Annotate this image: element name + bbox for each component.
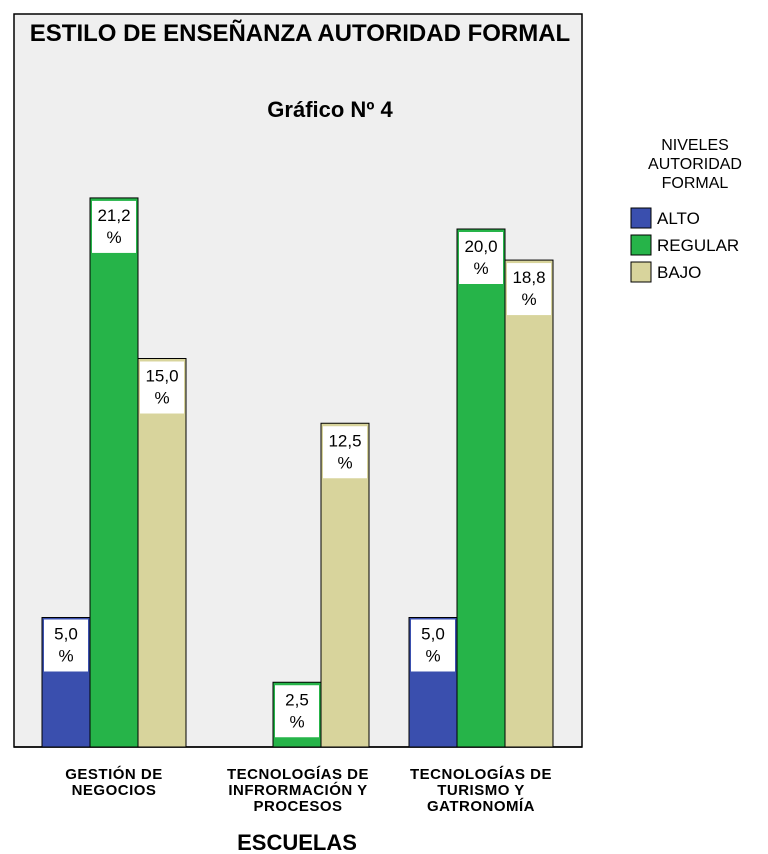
data-label-regular-2-line1: % — [473, 259, 488, 278]
legend-swatch-regular — [630, 234, 652, 256]
data-labels-group: 5,0% 5,0% 21,2% 2,5% 20,0% 15,0% 12,5% 18,8% — [44, 200, 551, 738]
bar-regular-2 — [456, 228, 506, 748]
x-tick-label-1-line0: TECNOLOGÍAS DE — [227, 766, 369, 783]
legend-label-alto: ALTO — [657, 209, 700, 228]
x-tick-label-1-line2: PROCESOS — [253, 798, 342, 815]
data-label-box-bajo-2 — [507, 263, 551, 316]
data-label-box-regular-1 — [275, 685, 319, 738]
data-label-alto-2-line1: % — [425, 647, 440, 666]
data-label-regular-1-line1: % — [289, 712, 304, 731]
data-label-box-bajo-1 — [323, 426, 367, 479]
legend-swatch-alto — [630, 207, 652, 229]
data-label-bajo-0-line1: % — [154, 389, 169, 408]
data-label-bajo-2-line0: 18,8 — [512, 268, 545, 287]
legend-title-line1: AUTORIDAD — [648, 156, 742, 173]
data-label-box-regular-2 — [459, 232, 503, 284]
data-label-bajo-1-line0: 12,5 — [328, 431, 361, 450]
data-label-box-alto-0 — [44, 619, 88, 672]
data-label-box-bajo-0 — [140, 361, 184, 414]
x-tick-label-0-line1: NEGOCIOS — [72, 782, 157, 799]
x-tick-label-2-line0: TECNOLOGÍAS DE — [410, 766, 552, 783]
x-tick-label-1-line1: INFRORMACIÓN Y — [228, 781, 367, 799]
data-label-regular-1-line0: 2,5 — [285, 690, 309, 709]
chart-title: ESTILO DE ENSEÑANZA AUTORIDAD FORMAL — [30, 19, 570, 47]
data-label-alto-0-line0: 5,0 — [54, 625, 78, 644]
legend-title-line2: FORMAL — [662, 175, 729, 192]
data-label-regular-0-line1: % — [106, 228, 121, 247]
data-label-alto-2-line0: 5,0 — [421, 625, 445, 644]
data-label-bajo-0-line0: 15,0 — [145, 367, 178, 386]
bar-bajo-2 — [504, 259, 554, 748]
bar-regular-0 — [89, 197, 139, 748]
data-label-bajo-2-line1: % — [521, 290, 536, 309]
legend-label-regular: REGULAR — [657, 236, 739, 255]
x-tick-label-2-line1: TURISMO Y — [437, 782, 525, 799]
legend-label-bajo: BAJO — [657, 263, 701, 282]
data-label-box-alto-2 — [411, 619, 455, 672]
legend-swatch-bajo — [630, 261, 652, 283]
x-tick-label-0-line0: GESTIÓN DE — [65, 765, 163, 783]
data-label-box-regular-0 — [92, 200, 136, 253]
data-label-bajo-1-line1: % — [337, 453, 352, 472]
data-label-regular-0-line0: 21,2 — [97, 206, 130, 225]
legend: NIVELES AUTORIDAD FORMAL ALTO REGULAR BAJO — [630, 137, 742, 283]
bar-bajo-0 — [137, 358, 187, 748]
chart-subtitle: Gráfico Nº 4 — [267, 97, 393, 122]
data-label-regular-2-line0: 20,0 — [464, 237, 497, 256]
bars-group — [41, 197, 554, 748]
data-label-alto-0-line1: % — [58, 647, 73, 666]
x-tick-label-2-line2: GATRONOMÍA — [427, 798, 535, 815]
legend-title-line0: NIVELES — [661, 137, 729, 154]
x-axis-label: ESCUELAS — [237, 830, 357, 854]
